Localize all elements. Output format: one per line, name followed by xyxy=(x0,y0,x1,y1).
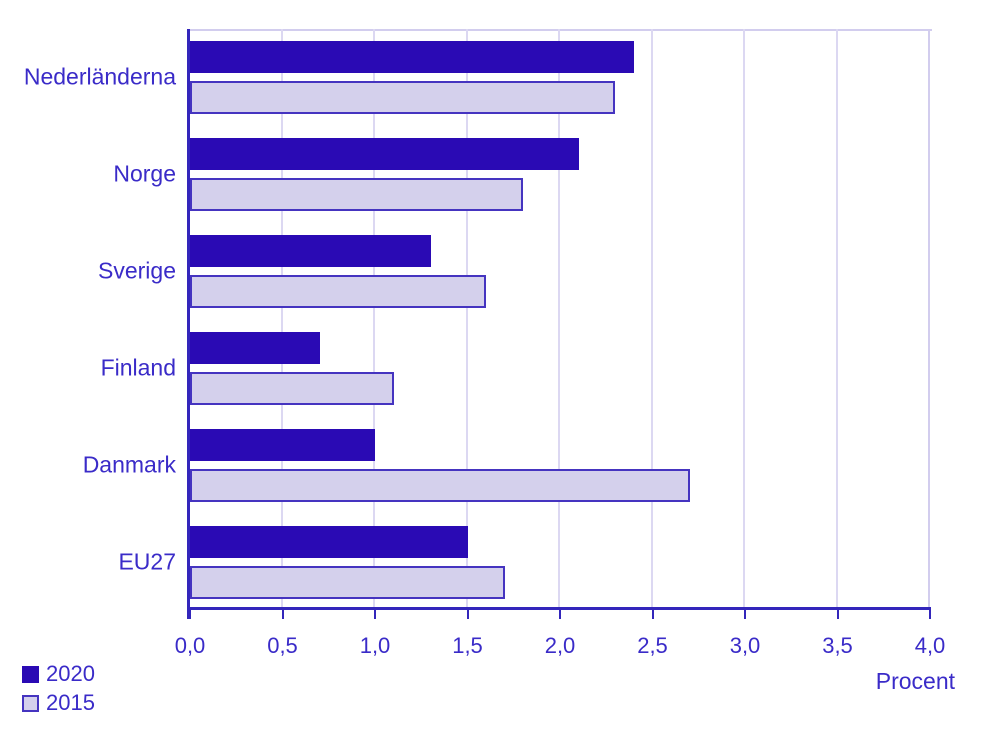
legend-label-2015: 2015 xyxy=(46,690,95,715)
bar-2020-norge xyxy=(190,138,579,170)
x-tick-label-4,0: 4,0 xyxy=(914,633,946,658)
gridline-1,5 xyxy=(465,29,468,610)
category-label-nederlanderna: Nederländerna xyxy=(23,63,176,90)
legend-item-2015: 2015 xyxy=(22,691,95,715)
x-tick-label-0,0: 0,0 xyxy=(174,633,206,658)
bar-2015-nederlanderna xyxy=(190,81,615,114)
bar-2020-eu27 xyxy=(190,526,468,558)
legend-label-2020: 2020 xyxy=(46,661,95,686)
x-tick-label-0,5: 0,5 xyxy=(267,633,298,658)
gridline-2,5 xyxy=(650,29,653,610)
bar-2015-sverige xyxy=(190,275,486,308)
category-label-norge: Norge xyxy=(113,160,176,187)
category-label-eu27: EU27 xyxy=(118,548,176,575)
tick-mark-3,0 xyxy=(744,610,746,619)
legend: 2020 2015 xyxy=(22,662,95,720)
tick-mark-2,0 xyxy=(559,610,561,619)
tick-mark-1,0 xyxy=(374,610,376,619)
x-tick-label-1,0: 1,0 xyxy=(359,633,391,658)
x-tick-label-1,5: 1,5 xyxy=(452,633,483,658)
gridline-3,5 xyxy=(835,29,838,610)
gridline-3,0 xyxy=(743,29,745,610)
bar-2020-sverige xyxy=(190,235,431,267)
y-axis-line xyxy=(187,29,190,619)
bar-2020-danmark xyxy=(190,429,375,461)
bar-2015-finland xyxy=(190,372,394,405)
bar-2015-danmark xyxy=(190,469,690,502)
bar-2015-eu27 xyxy=(190,566,505,599)
legend-item-2020: 2020 xyxy=(22,662,95,686)
tick-mark-3,5 xyxy=(836,610,839,619)
tick-mark-2,5 xyxy=(651,610,654,619)
bar-2020-finland xyxy=(190,332,320,364)
x-tick-label-3,5: 3,5 xyxy=(822,633,853,658)
category-label-danmark: Danmark xyxy=(82,451,176,478)
category-label-sverige: Sverige xyxy=(98,257,176,284)
x-axis-title: Procent xyxy=(875,668,955,694)
gridline-2,0 xyxy=(558,29,560,610)
x-tick-label-3,0: 3,0 xyxy=(729,633,761,658)
gridline-1,0 xyxy=(373,29,375,610)
plot-area xyxy=(187,29,932,619)
gridline-0,5 xyxy=(280,29,283,610)
tick-mark-1,5 xyxy=(466,610,469,619)
category-label-finland: Finland xyxy=(100,354,176,381)
gridline-4,0 xyxy=(928,29,930,610)
legend-swatch-2020 xyxy=(22,665,39,683)
bar-2015-norge xyxy=(190,178,523,211)
tick-mark-4,0 xyxy=(929,610,931,619)
legend-swatch-2015 xyxy=(22,694,39,712)
x-tick-label-2,0: 2,0 xyxy=(544,633,576,658)
x-axis-line xyxy=(187,607,931,610)
tick-mark-0,5 xyxy=(281,610,284,619)
tick-mark-0,0 xyxy=(189,610,191,619)
x-tick-label-2,5: 2,5 xyxy=(637,633,668,658)
bar-2020-nederlanderna xyxy=(190,41,634,73)
plot-top-border xyxy=(190,29,932,31)
